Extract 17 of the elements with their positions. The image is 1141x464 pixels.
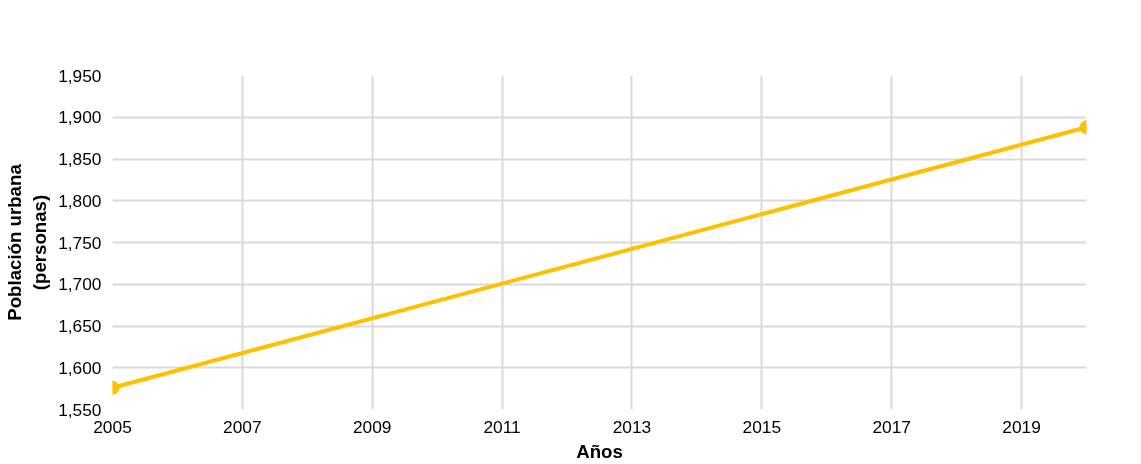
y-tick-label: 1,600 xyxy=(58,357,102,378)
x-tick-label: 2007 xyxy=(223,416,262,437)
y-tick-label: 1,800 xyxy=(58,190,102,211)
y-tick-label: 1,650 xyxy=(58,316,102,336)
x-tick-label: 2009 xyxy=(352,416,392,437)
y-axis-title: Población urbana (personas) xyxy=(3,163,51,321)
y-tick-label: 1,900 xyxy=(58,107,102,128)
x-axis-title: Años xyxy=(576,440,623,462)
x-tick-label: 2015 xyxy=(742,416,782,437)
x-tick-label: 2019 xyxy=(1002,416,1041,437)
y-tick-label: 1,950 xyxy=(58,65,102,86)
y-tick-label: 1,700 xyxy=(58,274,102,295)
y-tick-label: 1,850 xyxy=(58,149,102,169)
x-tick-label: 2017 xyxy=(872,416,911,437)
x-tick-label: 2013 xyxy=(612,416,652,437)
x-tick-label: 2011 xyxy=(483,416,521,437)
y-tick-label: 1,750 xyxy=(58,232,102,253)
